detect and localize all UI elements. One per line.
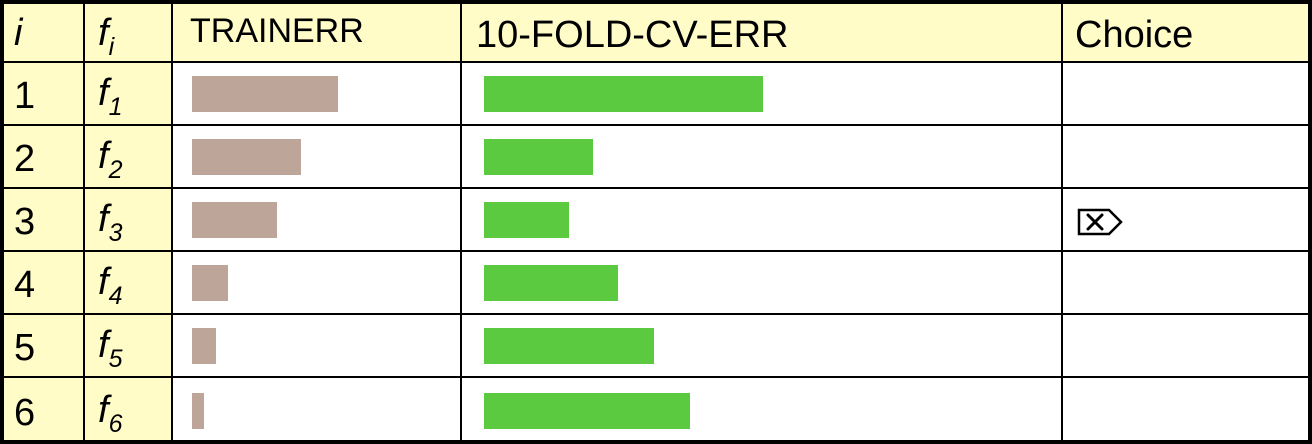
cv-error-bar — [484, 265, 618, 301]
grid-line-vertical — [171, 0, 173, 444]
header-f-symbol: f — [98, 12, 109, 54]
row-index: 5 — [14, 327, 36, 369]
grid-line-horizontal — [0, 124, 1312, 126]
grid-line-vertical — [1308, 0, 1312, 444]
grid-line-vertical — [83, 0, 85, 444]
grid-line-horizontal — [0, 440, 1312, 444]
train-error-bar — [192, 393, 204, 429]
row-model-subscript: 1 — [108, 93, 123, 121]
header-cv-err: 10-FOLD-CV-ERR — [476, 14, 789, 56]
grid-line-vertical — [0, 0, 4, 444]
grid-line-vertical — [460, 0, 462, 444]
header-row — [0, 0, 1312, 62]
grid-line-horizontal — [0, 61, 1312, 63]
grid-line-horizontal — [0, 250, 1312, 252]
row-model: f3 — [98, 198, 122, 246]
row-model-subscript: 4 — [108, 282, 123, 310]
row-model-subscript: 2 — [108, 156, 123, 184]
row-model-symbol: f — [98, 324, 109, 366]
grid-line-horizontal — [0, 0, 1312, 4]
header-f-subscript: i — [108, 33, 115, 61]
row-index: 4 — [14, 264, 36, 306]
checkbox-x-icon — [1077, 208, 1123, 236]
header-trainerr: TRAINERR — [190, 12, 364, 50]
row-model-symbol: f — [98, 135, 109, 177]
row-model-symbol: f — [98, 72, 109, 114]
row-model: f5 — [98, 324, 122, 372]
row-index: 1 — [14, 75, 36, 117]
cv-error-bar — [484, 76, 763, 112]
train-error-bar — [192, 328, 216, 364]
row-model: f4 — [98, 261, 122, 309]
row-index: 3 — [14, 201, 36, 243]
cv-error-bar — [484, 202, 569, 238]
grid-line-vertical — [1061, 0, 1063, 444]
row-model: f1 — [98, 72, 122, 120]
header-f: fi — [98, 12, 114, 60]
row-model-subscript: 5 — [108, 345, 123, 373]
cv-error-bar — [484, 393, 690, 429]
row-model: f2 — [98, 135, 122, 183]
row-model-symbol: f — [98, 261, 109, 303]
header-choice: Choice — [1075, 14, 1194, 56]
row-model-symbol: f — [98, 198, 109, 240]
row-model-symbol: f — [98, 389, 109, 431]
row-model-subscript: 3 — [108, 219, 123, 247]
row-index: 2 — [14, 138, 36, 180]
grid-line-horizontal — [0, 187, 1312, 189]
cv-error-bar — [484, 139, 593, 175]
row-index: 6 — [14, 392, 36, 434]
row-model: f6 — [98, 389, 122, 437]
row-model-subscript: 6 — [108, 410, 123, 438]
train-error-bar — [192, 139, 301, 175]
grid-line-horizontal — [0, 376, 1312, 378]
train-error-bar — [192, 76, 338, 112]
train-error-bar — [192, 265, 228, 301]
grid-line-horizontal — [0, 313, 1312, 315]
index-columns — [0, 62, 172, 444]
cv-error-bar — [484, 328, 654, 364]
train-error-bar — [192, 202, 277, 238]
header-i: i — [14, 12, 23, 54]
